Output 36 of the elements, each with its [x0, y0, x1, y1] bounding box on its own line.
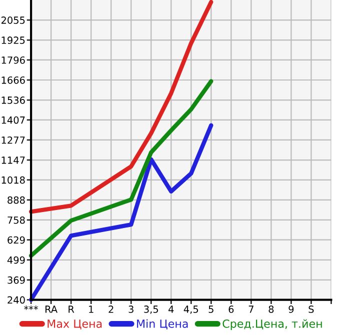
y-tick-label: 1925 [2, 36, 25, 44]
legend-label: Min Цена [137, 319, 188, 330]
y-tick-label: 1407 [2, 116, 25, 124]
x-tick-label: 2 [108, 306, 114, 313]
y-tick-label: 888 [8, 196, 25, 204]
x-tick-label: 1 [89, 306, 94, 313]
x-tick-label: *** [24, 306, 38, 310]
x-tick-label: RA [46, 306, 58, 313]
x-tick-label: 6 [228, 306, 234, 313]
legend-label: Max Цена [48, 320, 102, 330]
x-tick-label: 9 [288, 306, 294, 313]
x-tick-label: 4 [168, 306, 174, 313]
x-tick-label: S [308, 306, 314, 313]
y-tick-label: 1796 [2, 56, 25, 64]
y-tick-label: 1666 [2, 76, 25, 84]
line-series [28, 79, 214, 258]
y-tick-label: 1018 [2, 176, 25, 184]
legend-label: Сред.Цена, т.йен [222, 319, 322, 330]
y-tick-label: 1277 [2, 136, 25, 144]
y-tick-label: 1147 [2, 156, 25, 164]
x-tick-label: 5 [208, 306, 214, 313]
x-tick-label: R [68, 306, 74, 313]
y-tick-label: 240 [8, 296, 25, 304]
line-series [28, 123, 214, 302]
y-tick-label: 499 [7, 256, 25, 264]
x-tick-label: 4,5 [184, 306, 198, 314]
line-series [28, 0, 214, 214]
y-tick-label: 1536 [2, 96, 25, 104]
y-tick-label: 629 [8, 236, 25, 244]
y-tick-label: 369 [8, 276, 25, 284]
x-tick-label: 3,5 [144, 306, 158, 314]
x-tick-label: 8 [268, 306, 274, 313]
x-tick-label: 3 [128, 306, 134, 313]
x-tick-label: 7 [248, 306, 254, 313]
y-tick-label: 2055 [1, 16, 25, 24]
y-tick-label: 758 [8, 216, 25, 224]
